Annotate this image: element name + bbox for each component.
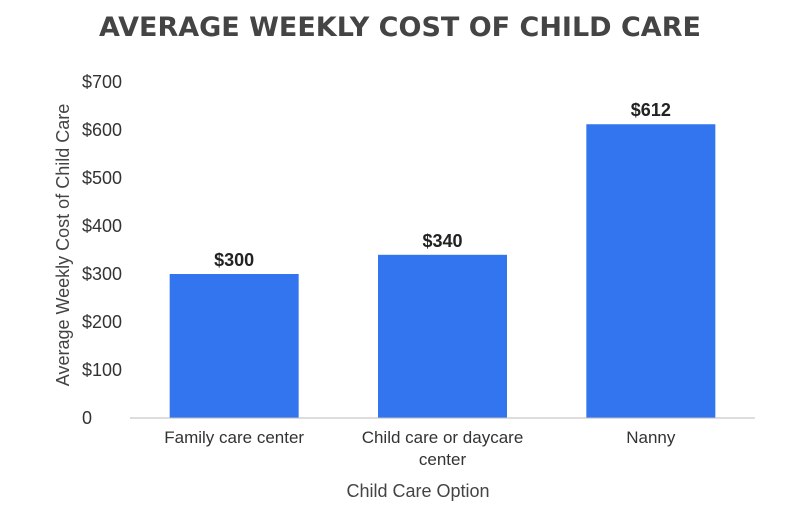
y-tick-label: $200 xyxy=(82,312,122,332)
x-axis-ticks: Family care center Child care or daycare c… xyxy=(164,428,676,469)
x-tick-label: Nanny xyxy=(626,428,676,447)
y-axis-ticks: 0 $100 $200 $300 $400 $500 $600 $700 xyxy=(82,72,122,428)
y-tick-label: $400 xyxy=(82,216,122,236)
data-label: $300 xyxy=(214,250,254,270)
y-tick-label: $500 xyxy=(82,168,122,188)
bar xyxy=(169,274,299,418)
data-label: $612 xyxy=(631,100,671,120)
chart-title: AVERAGE WEEKLY COST OF CHILD CARE xyxy=(99,12,701,43)
y-tick-label: $700 xyxy=(82,72,122,92)
y-tick-label: $100 xyxy=(82,360,122,380)
y-axis-title: Average Weekly Cost of Child Care xyxy=(53,104,73,386)
x-tick-label: Family care center xyxy=(164,428,304,447)
y-tick-label: $600 xyxy=(82,120,122,140)
bar xyxy=(378,254,507,418)
bars xyxy=(169,124,716,419)
x-tick-label: Child care or daycare center xyxy=(362,428,524,469)
data-label: $340 xyxy=(422,231,462,251)
y-tick-label: 0 xyxy=(82,408,92,428)
x-axis-title: Child Care Option xyxy=(346,481,489,501)
data-labels: $300 $340 $612 xyxy=(214,100,671,270)
bar xyxy=(586,124,716,419)
y-tick-label: $300 xyxy=(82,264,122,284)
